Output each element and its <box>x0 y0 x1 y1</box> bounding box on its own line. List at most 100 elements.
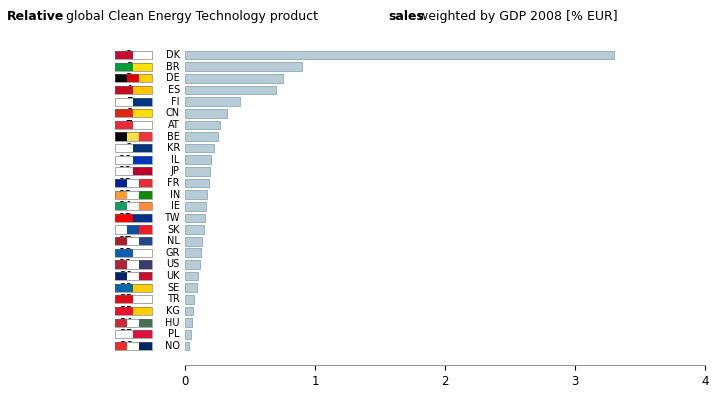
Text: 20: 20 <box>119 271 132 281</box>
FancyBboxPatch shape <box>140 272 152 280</box>
Text: UK: UK <box>166 271 180 281</box>
Text: 4: 4 <box>126 85 132 95</box>
FancyBboxPatch shape <box>133 307 152 315</box>
FancyBboxPatch shape <box>115 133 127 141</box>
FancyBboxPatch shape <box>115 214 133 222</box>
FancyBboxPatch shape <box>140 74 152 83</box>
FancyBboxPatch shape <box>133 330 152 338</box>
Text: 3: 3 <box>126 73 132 83</box>
Text: DE: DE <box>166 73 180 83</box>
FancyBboxPatch shape <box>115 295 133 303</box>
FancyBboxPatch shape <box>133 156 152 164</box>
Text: 18: 18 <box>119 248 132 258</box>
FancyBboxPatch shape <box>115 330 133 338</box>
FancyBboxPatch shape <box>115 98 133 106</box>
FancyBboxPatch shape <box>133 63 152 71</box>
FancyBboxPatch shape <box>115 156 133 164</box>
FancyBboxPatch shape <box>127 225 140 234</box>
Text: 7: 7 <box>126 120 132 130</box>
Text: 8: 8 <box>126 131 132 141</box>
Text: KG: KG <box>166 306 180 316</box>
Text: ES: ES <box>168 85 180 95</box>
Bar <box>185 86 276 94</box>
Text: IE: IE <box>171 201 180 211</box>
Bar <box>185 330 190 339</box>
Bar <box>185 225 204 234</box>
FancyBboxPatch shape <box>140 179 152 187</box>
FancyBboxPatch shape <box>115 225 127 234</box>
FancyBboxPatch shape <box>115 109 133 117</box>
Bar <box>185 167 210 176</box>
Bar <box>185 155 212 164</box>
FancyBboxPatch shape <box>133 295 152 303</box>
Text: NL: NL <box>167 236 180 246</box>
Text: 11: 11 <box>119 166 132 176</box>
Text: JP: JP <box>171 166 180 176</box>
Text: GR: GR <box>166 248 180 258</box>
FancyBboxPatch shape <box>140 191 152 199</box>
Text: US: US <box>166 260 180 270</box>
Text: FR: FR <box>167 178 180 188</box>
Text: PL: PL <box>169 329 180 339</box>
Bar <box>185 51 614 60</box>
Text: IN: IN <box>169 190 180 200</box>
Bar <box>185 144 214 152</box>
Text: 9: 9 <box>126 143 132 153</box>
Text: 23: 23 <box>119 306 132 316</box>
Text: 19: 19 <box>119 260 132 270</box>
FancyBboxPatch shape <box>115 179 127 187</box>
FancyBboxPatch shape <box>140 225 152 234</box>
FancyBboxPatch shape <box>140 342 152 350</box>
Bar <box>185 132 218 141</box>
FancyBboxPatch shape <box>133 214 152 222</box>
Text: 16: 16 <box>119 225 132 235</box>
FancyBboxPatch shape <box>115 144 133 152</box>
Text: 5: 5 <box>126 96 132 107</box>
FancyBboxPatch shape <box>133 121 152 129</box>
Text: NO: NO <box>165 341 180 351</box>
FancyBboxPatch shape <box>127 260 140 268</box>
Text: HU: HU <box>165 318 180 328</box>
FancyBboxPatch shape <box>115 121 133 129</box>
FancyBboxPatch shape <box>127 202 140 210</box>
FancyBboxPatch shape <box>115 167 133 175</box>
FancyBboxPatch shape <box>115 51 133 59</box>
Text: weighted by GDP 2008 [% EUR]: weighted by GDP 2008 [% EUR] <box>414 10 617 23</box>
Bar <box>185 190 207 199</box>
FancyBboxPatch shape <box>140 318 152 327</box>
Text: global Clean Energy Technology product: global Clean Energy Technology product <box>62 10 322 23</box>
FancyBboxPatch shape <box>115 74 127 83</box>
Text: 17: 17 <box>119 236 132 246</box>
FancyBboxPatch shape <box>115 284 133 292</box>
FancyBboxPatch shape <box>115 272 127 280</box>
Text: 6: 6 <box>126 108 132 118</box>
Bar <box>185 202 206 211</box>
Text: 10: 10 <box>119 155 132 165</box>
Text: FI: FI <box>172 96 180 107</box>
Bar <box>185 237 202 246</box>
Text: SE: SE <box>168 283 180 293</box>
FancyBboxPatch shape <box>133 167 152 175</box>
Bar <box>185 306 193 315</box>
Text: 24: 24 <box>119 318 132 328</box>
Text: 22: 22 <box>119 294 132 304</box>
FancyBboxPatch shape <box>127 342 140 350</box>
FancyBboxPatch shape <box>127 191 140 199</box>
Bar <box>185 295 195 304</box>
FancyBboxPatch shape <box>115 86 133 94</box>
FancyBboxPatch shape <box>115 63 133 71</box>
FancyBboxPatch shape <box>133 98 152 106</box>
FancyBboxPatch shape <box>127 179 140 187</box>
Text: 15: 15 <box>119 213 132 223</box>
FancyBboxPatch shape <box>127 74 140 83</box>
Text: 25: 25 <box>119 329 132 339</box>
Text: SK: SK <box>167 225 180 235</box>
Text: DK: DK <box>166 50 180 60</box>
Bar <box>185 260 200 269</box>
FancyBboxPatch shape <box>115 249 133 257</box>
Text: KR: KR <box>166 143 180 153</box>
Bar <box>185 341 189 350</box>
Text: Relative: Relative <box>7 10 65 23</box>
FancyBboxPatch shape <box>133 144 152 152</box>
FancyBboxPatch shape <box>115 260 127 268</box>
